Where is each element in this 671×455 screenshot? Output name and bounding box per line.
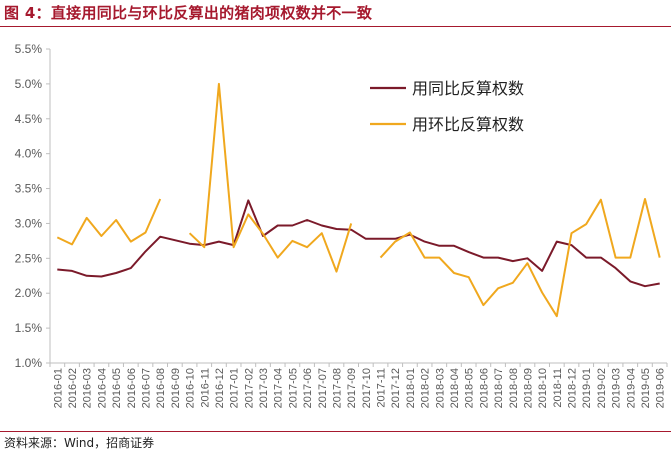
x-tick-label: 2016-04 — [96, 368, 108, 408]
y-tick-label: 5.0% — [15, 77, 43, 91]
x-tick-label: 2018-05 — [464, 368, 476, 408]
x-tick-label: 2016-09 — [170, 368, 182, 408]
series-layer — [56, 82, 661, 318]
series-line-2 — [56, 82, 661, 318]
y-tick-label: 2.5% — [15, 251, 43, 265]
x-tick-label: 2017-05 — [287, 368, 299, 408]
line-chart: 1.0% 1.5% 2.0% 2.5% 3.0% 3.5% 4.0% 4.5% 5.0% 5.5%… — [15, 42, 668, 408]
x-tick-label: 2017-07 — [317, 368, 329, 408]
legend-label-1: 用同比反算权数 — [412, 79, 524, 98]
x-tick-label: 2016-01 — [52, 368, 64, 408]
y-tick-label: 1.0% — [15, 356, 43, 370]
y-tick-label: 1.5% — [15, 321, 43, 335]
x-tick-label: 2018-12 — [567, 368, 579, 408]
x-tick-label: 2017-03 — [258, 368, 270, 408]
x-tick-label: 2018-04 — [449, 368, 461, 408]
source-note: 资料来源：Wind，招商证券 — [4, 436, 155, 450]
series-line-1 — [57, 199, 660, 288]
x-tick-label: 2019-01 — [581, 368, 593, 408]
x-tick-label: 2018-10 — [537, 368, 549, 408]
y-tick-label: 4.5% — [15, 112, 43, 126]
x-tick-label: 2017-08 — [331, 368, 343, 408]
x-tick-label: 2018-01 — [405, 368, 417, 408]
x-tick-label: 2018-08 — [508, 368, 520, 408]
y-tick-label: 4.0% — [15, 147, 43, 161]
x-tick-label: 2017-01 — [229, 368, 241, 408]
x-tick-label: 2016-06 — [126, 368, 138, 408]
footer-divider — [0, 431, 671, 432]
legend-label-2: 用环比反算权数 — [412, 115, 524, 134]
x-tick-label: 2018-02 — [420, 368, 432, 408]
figure-title: 图 4：直接用同比与环比反算出的猪肉项权数并不一致 — [4, 4, 373, 22]
x-tick-label: 2019-02 — [596, 368, 608, 408]
x-tick-label: 2017-10 — [361, 368, 373, 408]
title-divider — [0, 26, 671, 27]
x-tick-label: 2016-05 — [111, 368, 123, 408]
x-tick-label: 2017-02 — [243, 368, 255, 408]
y-tick-label: 5.5% — [15, 42, 43, 56]
x-tick-label: 2018-03 — [434, 368, 446, 408]
x-tick-label: 2018-06 — [478, 368, 490, 408]
x-tick-label: 2017-09 — [346, 368, 358, 408]
x-tick-label: 2016-10 — [185, 368, 197, 408]
x-tick-label: 2018-07 — [493, 368, 505, 408]
x-tick-label: 2018-09 — [522, 368, 534, 408]
x-tick-label: 2019-06 — [655, 368, 667, 408]
y-axis: 1.0% 1.5% 2.0% 2.5% 3.0% 3.5% 4.0% 4.5% 5.0% 5.5% — [15, 42, 51, 370]
x-tick-label: 2016-11 — [199, 368, 211, 408]
x-tick-label: 2017-12 — [390, 368, 402, 408]
x-tick-label: 2019-05 — [640, 368, 652, 408]
x-axis: 2016-01 2016-02 2016-03 2016-04 2016-05 2016-… — [49, 362, 668, 408]
x-tick-label: 2016-02 — [67, 368, 79, 408]
y-tick-label: 3.0% — [15, 216, 43, 230]
y-tick-label: 3.5% — [15, 182, 43, 196]
x-tick-label: 2017-04 — [273, 368, 285, 408]
x-tick-label: 2016-08 — [155, 368, 167, 408]
x-tick-label: 2019-03 — [611, 368, 623, 408]
y-tick-label: 2.0% — [15, 286, 43, 300]
x-tick-label: 2019-04 — [625, 368, 637, 408]
x-tick-label: 2016-03 — [82, 368, 94, 408]
x-tick-label: 2017-06 — [302, 368, 314, 408]
x-tick-label: 2016-12 — [214, 368, 226, 408]
x-tick-label: 2017-11 — [376, 368, 388, 408]
x-tick-label: 2018-11 — [552, 368, 564, 408]
x-tick-label: 2016-07 — [140, 368, 152, 408]
